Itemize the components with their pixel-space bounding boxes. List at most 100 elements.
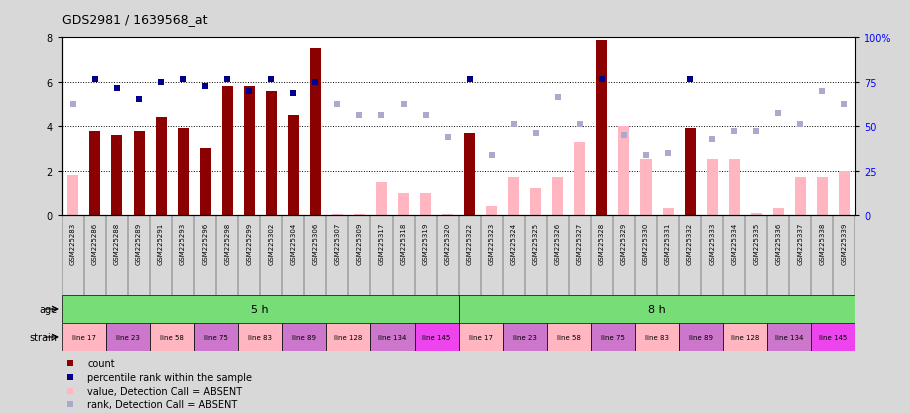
Bar	[106, 323, 150, 351]
Text: GSM225319: GSM225319	[422, 222, 429, 264]
Bar	[619, 127, 630, 216]
Bar	[817, 178, 828, 216]
Bar	[773, 209, 784, 216]
Text: GSM225291: GSM225291	[158, 222, 164, 264]
Bar	[288, 116, 298, 216]
Bar	[591, 323, 635, 351]
Text: age: age	[39, 304, 57, 314]
Text: GSM225307: GSM225307	[334, 222, 340, 264]
Text: GSM225339: GSM225339	[842, 222, 847, 264]
Bar	[156, 118, 167, 216]
Text: GSM225329: GSM225329	[621, 222, 627, 264]
Text: GDS2981 / 1639568_at: GDS2981 / 1639568_at	[62, 13, 207, 26]
Text: GSM225334: GSM225334	[731, 222, 737, 264]
Text: line 83: line 83	[248, 334, 272, 340]
Text: 5 h: 5 h	[251, 304, 269, 314]
Bar	[684, 129, 695, 216]
Text: GSM225323: GSM225323	[489, 222, 495, 264]
Text: GSM225304: GSM225304	[290, 222, 297, 264]
Bar	[596, 40, 608, 216]
Bar	[641, 160, 652, 216]
Text: value, Detection Call = ABSENT: value, Detection Call = ABSENT	[87, 386, 242, 396]
Bar	[332, 214, 343, 216]
Text: count: count	[87, 358, 115, 368]
Text: GSM225327: GSM225327	[577, 222, 583, 264]
Text: GSM225320: GSM225320	[445, 222, 450, 264]
Bar	[370, 323, 415, 351]
Text: line 83: line 83	[645, 334, 669, 340]
Text: rank, Detection Call = ABSENT: rank, Detection Call = ABSENT	[87, 399, 238, 409]
Bar	[222, 87, 233, 216]
Bar	[111, 136, 123, 216]
Text: line 17: line 17	[469, 334, 492, 340]
Bar	[194, 323, 238, 351]
Bar	[662, 209, 673, 216]
Bar	[635, 323, 679, 351]
Text: line 145: line 145	[819, 334, 847, 340]
Bar	[282, 323, 327, 351]
Text: GSM225302: GSM225302	[268, 222, 274, 264]
Text: GSM225293: GSM225293	[180, 222, 187, 264]
Text: GSM225324: GSM225324	[511, 222, 517, 264]
Bar	[794, 178, 806, 216]
Text: GSM225309: GSM225309	[357, 222, 362, 264]
Bar	[812, 323, 855, 351]
Bar	[552, 178, 563, 216]
Text: line 128: line 128	[334, 334, 362, 340]
Bar	[266, 91, 277, 216]
Text: GSM225283: GSM225283	[70, 222, 76, 264]
Bar	[502, 323, 547, 351]
Text: strain: strain	[29, 332, 57, 342]
Bar	[327, 323, 370, 351]
Text: line 58: line 58	[557, 334, 581, 340]
Text: line 128: line 128	[731, 334, 759, 340]
Bar	[376, 182, 387, 216]
Text: line 23: line 23	[513, 334, 537, 340]
Text: GSM225289: GSM225289	[136, 222, 142, 264]
Bar	[442, 214, 453, 216]
Bar	[751, 213, 762, 216]
Bar	[244, 87, 255, 216]
Text: GSM225335: GSM225335	[753, 222, 759, 264]
Bar	[67, 176, 78, 216]
Text: line 89: line 89	[292, 334, 317, 340]
Bar	[679, 323, 723, 351]
Bar	[62, 323, 106, 351]
Text: GSM225331: GSM225331	[665, 222, 671, 264]
Text: GSM225322: GSM225322	[467, 222, 472, 264]
Bar	[354, 214, 365, 216]
Text: 8 h: 8 h	[648, 304, 666, 314]
Bar	[62, 295, 459, 323]
Bar	[415, 323, 459, 351]
Text: line 134: line 134	[775, 334, 804, 340]
Bar	[729, 160, 740, 216]
Text: GSM225338: GSM225338	[819, 222, 825, 264]
Text: GSM225328: GSM225328	[599, 222, 605, 264]
Bar	[464, 133, 475, 216]
Bar	[309, 49, 321, 216]
Text: GSM225325: GSM225325	[532, 222, 539, 264]
Text: GSM225298: GSM225298	[224, 222, 230, 264]
Text: line 17: line 17	[72, 334, 96, 340]
Bar	[134, 131, 145, 216]
Text: GSM225286: GSM225286	[92, 222, 98, 264]
Text: GSM225299: GSM225299	[247, 222, 252, 264]
Bar	[574, 142, 585, 216]
Bar	[177, 129, 188, 216]
Bar	[420, 193, 431, 216]
Bar	[459, 323, 502, 351]
Bar	[199, 149, 210, 216]
Text: GSM225326: GSM225326	[555, 222, 561, 264]
Bar	[547, 323, 591, 351]
Bar	[531, 189, 541, 216]
Text: GSM225318: GSM225318	[400, 222, 407, 264]
Text: line 134: line 134	[379, 334, 407, 340]
Text: line 89: line 89	[689, 334, 713, 340]
Bar	[486, 206, 497, 216]
Bar	[767, 323, 812, 351]
Text: GSM225330: GSM225330	[643, 222, 649, 264]
Bar	[723, 323, 767, 351]
Text: line 145: line 145	[422, 334, 450, 340]
Text: GSM225296: GSM225296	[202, 222, 208, 264]
Text: line 75: line 75	[601, 334, 625, 340]
